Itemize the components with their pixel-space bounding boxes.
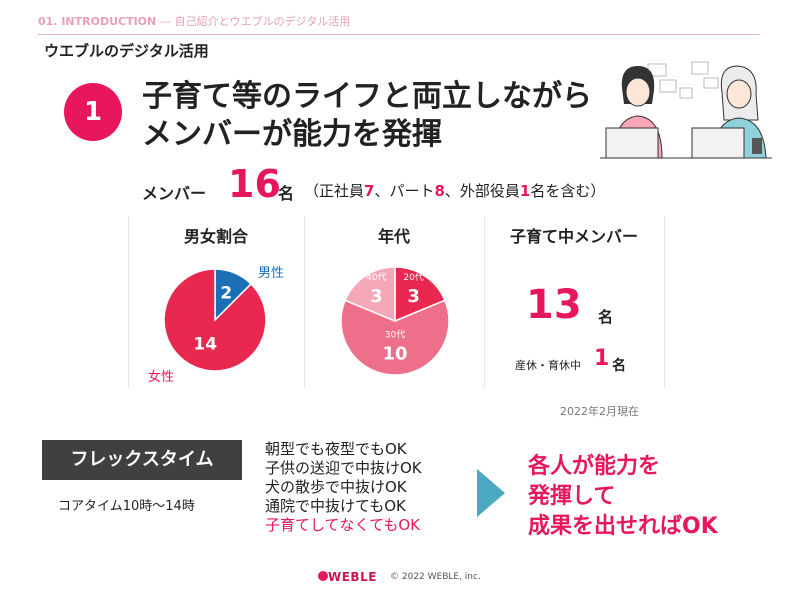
parttime-count: 8 <box>434 182 445 200</box>
male-legend-label: 男性 <box>258 266 285 281</box>
floating-card-icon <box>691 61 709 75</box>
column-divider <box>304 216 305 388</box>
age-group-title: 年代 <box>377 227 410 246</box>
slice-category-label: 30代 <box>385 330 405 341</box>
slice-category-label: 20代 <box>403 272 423 283</box>
headline-line-2: メンバーが能力を発揮 <box>142 117 442 152</box>
members-breakdown: （正社員7、パート8、外部役員1名を含む） <box>304 180 605 201</box>
gender-ratio-title: 男女割合 <box>183 227 248 246</box>
section-number: 01. INTRODUCTION <box>38 15 157 28</box>
slice-value-label: 10 <box>382 344 407 365</box>
as-of-date: 2022年2月現在 <box>560 405 639 418</box>
pie-slice <box>394 266 446 323</box>
footer-brand: WEBLE <box>328 570 377 584</box>
headline-line-1: 子育て等のライフと両立しながら <box>142 79 592 114</box>
laptop-right <box>691 127 745 159</box>
conclusion-line: 発揮して <box>528 484 616 509</box>
pie-slice <box>163 268 267 372</box>
flextime-example: 子供の送迎で中抜けOK <box>265 459 422 477</box>
section-subtitle: — 自己紹介とウエブルのデジタル活用 <box>160 15 351 28</box>
woman-left-face <box>625 77 651 107</box>
flextime-example: 朝型でも夜型でもOK <box>265 440 407 458</box>
parenting-count: 13 <box>526 282 582 328</box>
members-detail-mid2: 、外部役員 <box>444 182 520 200</box>
flextime-example: 通院で中抜けてもOK <box>265 497 406 515</box>
female-legend-label: 女性 <box>148 370 175 385</box>
arrow-right-icon <box>477 469 505 517</box>
conclusion-line: 各人が能力を <box>528 454 661 479</box>
slice-value-label: 3 <box>407 286 420 307</box>
conclusion-line: 成果を出せればOK <box>528 514 718 539</box>
flextime-label-box: フレックスタイム <box>42 440 242 480</box>
headline: 子育て等のライフと両立しながら メンバーが能力を発揮 <box>142 78 592 154</box>
cup-icon <box>752 138 762 154</box>
floating-card-icon <box>703 77 719 89</box>
age-pie-chart: 20代 3 30代 10 40代 3 <box>340 266 450 376</box>
members-count: 16 <box>228 162 281 206</box>
slice-value-label: 14 <box>193 335 217 355</box>
weble-logo-icon <box>318 571 328 581</box>
slice-value-label: 3 <box>370 286 383 307</box>
flextime-examples-list: 朝型でも夜型でもOK 子供の送迎で中抜けOK 犬の散歩で中抜けOK 通院で中抜け… <box>265 440 465 535</box>
pie-slice <box>344 266 396 323</box>
slice-value-label: 2 <box>220 284 232 304</box>
fulltime-count: 7 <box>364 182 375 200</box>
conclusion-text: 各人が能力を 発揮して 成果を出せればOK <box>528 452 718 542</box>
parental-leave-unit: 名 <box>612 358 626 374</box>
members-detail-close: 名を含む） <box>530 182 606 200</box>
members-detail-mid1: 、パート <box>374 182 435 200</box>
woman-right-face <box>726 79 752 109</box>
column-divider <box>484 216 485 388</box>
core-time-text: コアタイム10時～14時 <box>58 499 195 514</box>
pie-slice <box>340 299 450 376</box>
gender-pie-chart: 2 14 <box>163 268 267 372</box>
laptop-left <box>605 127 659 159</box>
members-unit: 名 <box>278 184 295 203</box>
floating-card-icon <box>679 87 693 99</box>
slice-category-label: 40代 <box>366 272 386 283</box>
two-women-at-laptops-illustration <box>600 61 772 159</box>
floating-card-icon <box>659 79 677 93</box>
members-label: メンバー <box>142 184 207 203</box>
parenting-members-title: 子育て中メンバー <box>509 227 638 246</box>
number-badge: 1 <box>64 83 122 141</box>
external-count: 1 <box>519 182 531 200</box>
column-divider <box>128 216 129 388</box>
page-title: ウエブルのデジタル活用 <box>44 42 209 60</box>
parental-leave-count: 1 <box>594 346 610 371</box>
column-divider <box>664 216 665 388</box>
footer-copyright: © 2022 WEBLE, inc. <box>390 572 481 582</box>
flextime-example-highlight: 子育てしてなくてもOK <box>265 516 420 534</box>
flextime-example: 犬の散歩で中抜けOK <box>265 478 407 496</box>
members-detail-open: （正社員 <box>304 182 365 200</box>
parental-leave-label: 産休・育休中 <box>515 359 581 372</box>
header-divider <box>38 34 760 35</box>
parenting-unit: 名 <box>598 308 614 326</box>
section-label: 01. INTRODUCTION — 自己紹介とウエブルのデジタル活用 <box>38 13 350 29</box>
